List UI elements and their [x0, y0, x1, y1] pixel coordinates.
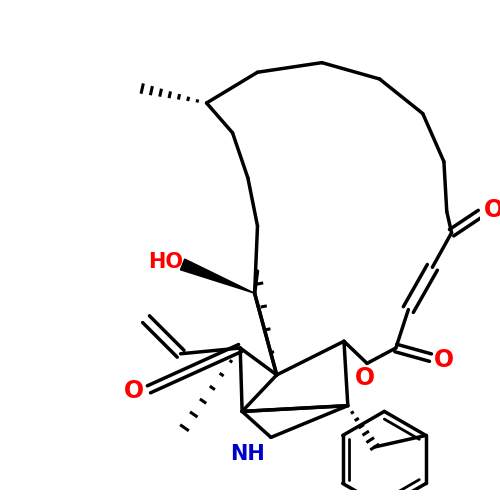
Text: O: O: [484, 198, 500, 222]
Text: O: O: [434, 348, 454, 372]
Text: O: O: [124, 379, 144, 403]
Text: NH: NH: [230, 444, 266, 464]
Text: HO: HO: [148, 252, 183, 272]
Polygon shape: [180, 259, 254, 293]
Text: O: O: [355, 366, 375, 390]
